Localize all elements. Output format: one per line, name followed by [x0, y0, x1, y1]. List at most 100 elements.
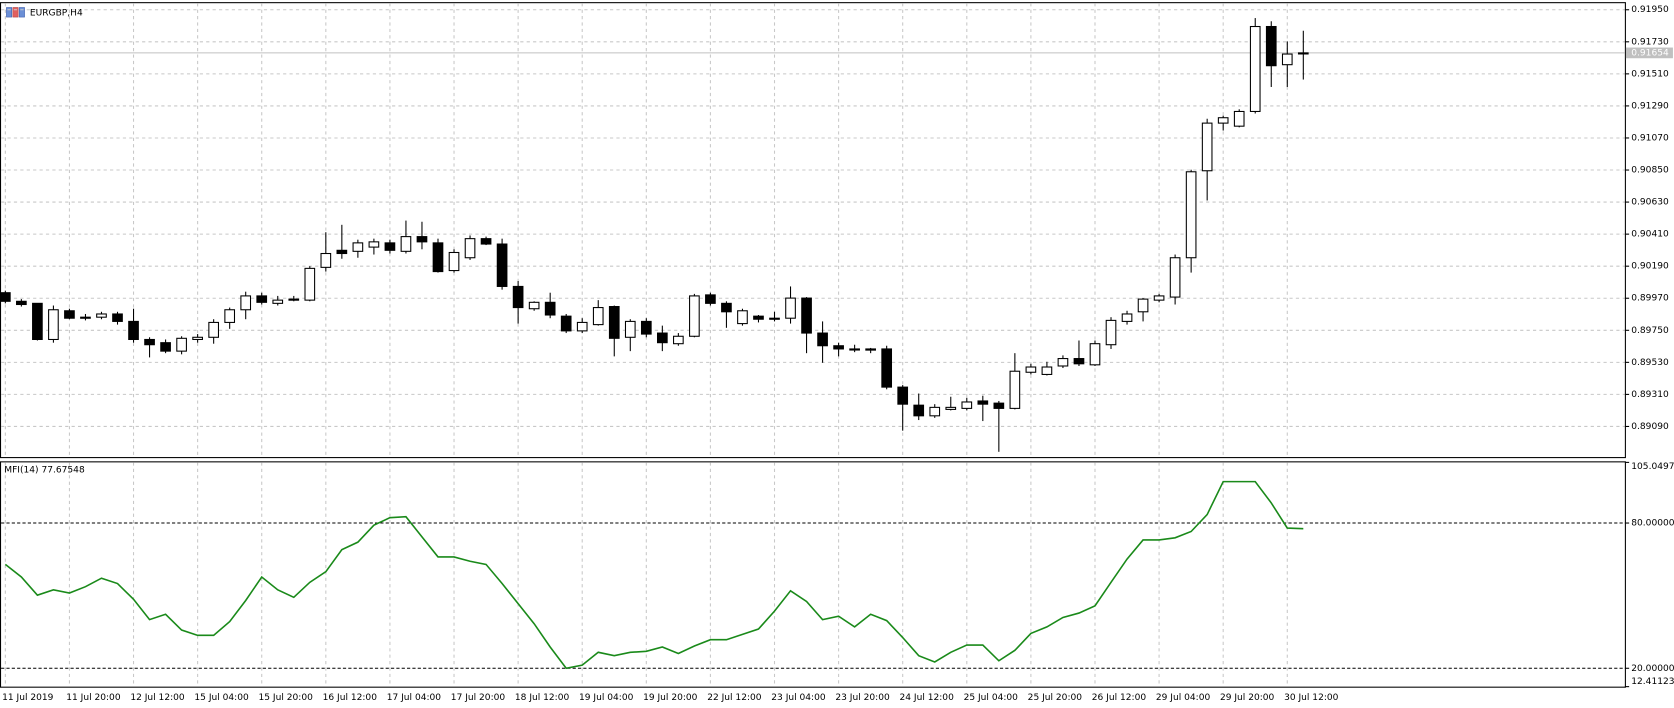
x-tick-label: 17 Jul 04:00	[387, 693, 442, 703]
y-tick-label: 0.90850	[1631, 166, 1669, 176]
candle-body	[208, 321, 219, 338]
y-tick-label: 0.90410	[1631, 230, 1669, 240]
candle-body	[160, 342, 171, 352]
y-tick-label: 0.91290	[1631, 101, 1669, 111]
candle-body	[769, 317, 780, 320]
candle-body	[304, 267, 316, 301]
candle-body	[1041, 366, 1053, 375]
candle-body	[32, 302, 43, 341]
candle-body	[1121, 313, 1133, 322]
candle-body	[224, 309, 236, 323]
candle-body	[881, 348, 893, 388]
candle-body	[528, 301, 540, 310]
x-tick-label: 19 Jul 04:00	[579, 693, 634, 703]
candle-body	[753, 315, 764, 320]
candle-body	[112, 313, 123, 322]
candle-body	[849, 348, 860, 351]
candle-body	[192, 336, 203, 341]
y-tick-label: 0.89530	[1631, 358, 1669, 368]
x-tick-label: 29 Jul 04:00	[1156, 693, 1211, 703]
candle-body	[640, 320, 652, 335]
candle-body	[1153, 295, 1165, 301]
y-tick-label: 0.91070	[1631, 133, 1669, 143]
candle-body	[560, 315, 572, 332]
candle-body	[1057, 358, 1069, 367]
x-tick-label: 23 Jul 04:00	[771, 693, 826, 703]
x-tick-label: 18 Jul 12:00	[515, 693, 570, 703]
y-tick-label: 0.91730	[1631, 37, 1669, 47]
candle-body	[0, 292, 11, 302]
x-tick-label: 17 Jul 20:00	[451, 693, 506, 703]
candle-body	[1185, 171, 1197, 259]
y-tick-label: 20.00000	[1631, 664, 1674, 674]
candle-body	[1105, 319, 1117, 346]
y-tick-label: 0.91510	[1631, 69, 1669, 79]
icon-part	[18, 7, 25, 18]
candle-body	[80, 316, 91, 319]
candle-body	[624, 320, 636, 338]
candle-body	[592, 307, 604, 326]
candle-body	[1089, 343, 1101, 366]
candle-body	[96, 313, 107, 318]
candle-body	[1169, 257, 1181, 298]
x-tick-label: 11 Jul 20:00	[66, 693, 121, 703]
candle-body	[801, 297, 812, 334]
candle-body	[656, 332, 668, 344]
x-tick-label: 23 Jul 20:00	[835, 693, 890, 703]
candle-body	[608, 306, 620, 339]
candle-body	[512, 285, 524, 309]
candle-body	[128, 320, 139, 341]
candle-body	[368, 241, 380, 248]
y-tick-label: 0.89750	[1631, 326, 1669, 336]
candle-body	[1201, 122, 1213, 172]
symbol-icon	[6, 7, 25, 18]
icon-part	[6, 7, 13, 18]
candle-body	[288, 298, 300, 301]
y-tick-label: 0.89090	[1631, 422, 1669, 432]
x-tick-label: 30 Jul 12:00	[1284, 693, 1339, 703]
x-tick-label: 12 Jul 12:00	[130, 693, 185, 703]
candle-body	[1073, 358, 1085, 365]
candle-body	[1137, 298, 1149, 313]
x-tick-label: 15 Jul 20:00	[259, 693, 314, 703]
x-tick-label: 22 Jul 12:00	[707, 693, 762, 703]
candle-body	[384, 242, 396, 251]
candle-body	[496, 243, 508, 287]
y-tick-label: 12.41123	[1631, 677, 1674, 687]
candle-body	[144, 338, 155, 346]
candle-body	[721, 302, 732, 313]
candle-body	[1249, 25, 1261, 112]
mfi-line	[4, 480, 1304, 670]
x-tick-label: 25 Jul 20:00	[1028, 693, 1083, 703]
candle-body	[1009, 370, 1021, 409]
candle-body	[320, 252, 332, 268]
candle-body	[464, 238, 476, 259]
candle-body	[1025, 366, 1037, 373]
candle-body	[48, 309, 59, 341]
candle-body	[432, 242, 444, 273]
x-tick-label: 11 Jul 2019	[2, 693, 54, 703]
current-price-label: 0.91654	[1631, 48, 1669, 58]
candle-body	[544, 301, 556, 316]
candle-body	[993, 402, 1005, 409]
x-tick-label: 24 Jul 12:00	[899, 693, 954, 703]
candle-body	[1265, 25, 1277, 67]
candle-body	[737, 310, 748, 325]
candle-body	[16, 300, 27, 306]
candle-body	[416, 236, 428, 243]
y-tick-label: 105.04973	[1631, 462, 1674, 472]
candle-body	[480, 238, 492, 245]
candle-body	[352, 242, 364, 252]
candle-body	[913, 404, 925, 417]
candle-body	[961, 401, 973, 409]
candle-body	[576, 321, 588, 332]
x-tick-label: 15 Jul 04:00	[194, 693, 249, 703]
y-tick-label: 0.90190	[1631, 262, 1669, 272]
y-tick-label: 0.89970	[1631, 294, 1669, 304]
candle-body	[256, 295, 268, 303]
candle-body	[336, 249, 348, 255]
candle-body	[1281, 53, 1293, 66]
current-price-tag	[1625, 47, 1673, 59]
